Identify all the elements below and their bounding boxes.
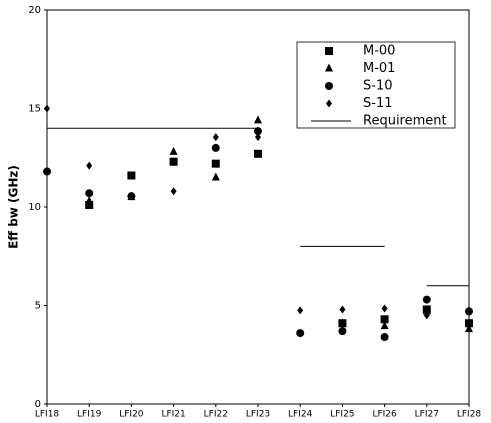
x-tick-label: LFI24 bbox=[288, 410, 313, 420]
marker-diamond bbox=[297, 306, 304, 315]
marker-circle bbox=[380, 333, 389, 342]
y-tick-label: 10 bbox=[28, 202, 41, 213]
marker-circle bbox=[85, 189, 94, 198]
marker-circle bbox=[169, 157, 178, 166]
legend-label: M-01 bbox=[363, 61, 395, 76]
marker-circle bbox=[338, 327, 347, 336]
y-tick-label: 20 bbox=[28, 5, 41, 16]
marker-triangle bbox=[465, 324, 473, 333]
marker-triangle bbox=[254, 115, 262, 124]
y-axis-label: Eff bw (GHz) bbox=[7, 165, 21, 249]
marker-diamond bbox=[212, 133, 219, 142]
marker-triangle bbox=[380, 321, 389, 330]
x-tick-label: LFI26 bbox=[372, 410, 397, 420]
legend-label: M-00 bbox=[363, 44, 395, 59]
marker-circle bbox=[43, 167, 51, 176]
marker-diamond bbox=[170, 187, 177, 196]
marker-square bbox=[85, 201, 94, 210]
marker-triangle bbox=[211, 172, 220, 181]
marker-circle bbox=[422, 295, 431, 304]
marker-circle bbox=[211, 143, 220, 152]
marker-square bbox=[254, 149, 262, 158]
marker-diamond bbox=[326, 99, 332, 108]
x-tick-label: LFI18 bbox=[35, 410, 60, 420]
x-tick-label: LFI28 bbox=[457, 410, 482, 420]
x-tick-label: LFI27 bbox=[415, 410, 439, 420]
marker-diamond bbox=[381, 304, 388, 313]
marker-diamond bbox=[44, 104, 50, 113]
marker-square bbox=[465, 319, 473, 328]
x-tick-label: LFI25 bbox=[330, 410, 354, 420]
marker-diamond bbox=[466, 306, 472, 315]
x-tick-label: LFI23 bbox=[246, 410, 270, 420]
marker-square bbox=[325, 47, 333, 55]
marker-diamond bbox=[86, 161, 93, 170]
legend-label: Requirement bbox=[363, 114, 447, 129]
marker-circle bbox=[254, 127, 262, 136]
legend-box bbox=[296, 41, 456, 129]
marker-square bbox=[127, 171, 136, 180]
legend-label: S-10 bbox=[363, 79, 393, 94]
marker-circle bbox=[325, 82, 333, 90]
legend-label: S-11 bbox=[363, 96, 393, 111]
marker-diamond bbox=[423, 311, 430, 320]
marker-triangle bbox=[169, 146, 178, 155]
marker-square bbox=[380, 315, 389, 324]
marker-diamond bbox=[255, 133, 261, 142]
marker-square bbox=[211, 159, 220, 168]
marker-triangle bbox=[338, 318, 347, 327]
marker-circle bbox=[296, 329, 305, 338]
x-tick-label: LFI21 bbox=[161, 410, 185, 420]
marker-triangle bbox=[422, 306, 431, 315]
x-tick-label: LFI20 bbox=[119, 410, 144, 420]
x-tick-label: LFI19 bbox=[77, 410, 102, 420]
marker-diamond bbox=[339, 305, 346, 314]
y-tick-label: 5 bbox=[35, 301, 41, 312]
x-tick-label: LFI22 bbox=[204, 410, 228, 420]
y-tick-label: 0 bbox=[35, 399, 41, 410]
marker-circle bbox=[127, 192, 136, 201]
marker-triangle bbox=[325, 63, 333, 72]
y-tick-label: 15 bbox=[28, 104, 41, 115]
marker-triangle bbox=[85, 196, 94, 205]
